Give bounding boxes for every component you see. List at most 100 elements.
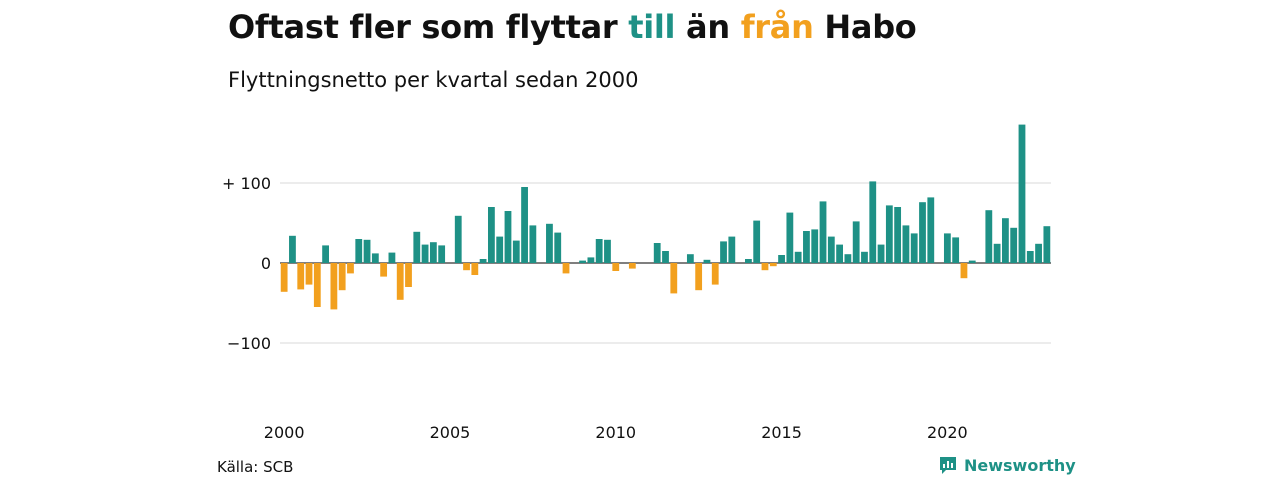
bar: [952, 237, 960, 263]
bar: [769, 263, 777, 267]
bar: [1035, 243, 1042, 263]
bar: [786, 212, 794, 263]
bar: [836, 244, 843, 263]
bar: [413, 231, 421, 263]
bar: [1010, 227, 1018, 263]
bar: [670, 263, 678, 294]
bar: [562, 263, 570, 274]
bar: [479, 259, 487, 263]
bar: [380, 263, 388, 277]
bar: [405, 263, 412, 287]
bar: [628, 263, 636, 269]
bar: [504, 211, 512, 263]
bar: [454, 215, 462, 263]
bar: [347, 263, 354, 274]
bar: [355, 239, 363, 263]
y-axis-ticks: + 100 0 −100: [222, 174, 271, 353]
bar: [1043, 226, 1051, 263]
x-axis-ticks: 2000 2005 2010 2015 2020: [264, 423, 968, 442]
bar: [968, 260, 976, 263]
x-tick-label: 2020: [927, 423, 968, 442]
bar: [488, 207, 495, 263]
x-tick-label: 2015: [761, 423, 802, 442]
bar: [338, 263, 346, 291]
bar: [546, 223, 553, 263]
bar: [844, 254, 852, 263]
bar: [388, 252, 396, 263]
bar: [703, 259, 711, 263]
bar: [554, 232, 562, 263]
bar: [496, 236, 504, 263]
bar: [919, 202, 926, 263]
bar: [877, 244, 885, 263]
bar: [612, 263, 620, 271]
bar: [720, 241, 727, 263]
bar: [371, 253, 379, 263]
bar: [471, 263, 479, 275]
bar: [894, 207, 902, 263]
bar: [429, 242, 437, 263]
bar: [811, 229, 819, 263]
bar: [421, 244, 429, 263]
bar: [819, 201, 827, 263]
bar: [595, 239, 603, 263]
bar: [289, 235, 296, 263]
bar: [529, 225, 537, 263]
bar: [579, 260, 586, 263]
bar: [695, 263, 703, 291]
chart-subtitle: Flyttningsnetto per kvartal sedan 2000: [228, 68, 639, 92]
bar: [1002, 218, 1009, 263]
bar: [794, 251, 802, 263]
bar: [653, 243, 661, 263]
source-note: Källa: SCB: [217, 458, 294, 476]
bar: [1018, 124, 1026, 263]
bar: [330, 263, 338, 310]
title-word-fran: från: [740, 8, 814, 46]
bar-layer: [280, 124, 1051, 310]
x-tick-label: 2000: [264, 423, 305, 442]
brand-name: Newsworthy: [964, 455, 1076, 475]
bar: [463, 263, 470, 271]
title-part-2: än: [675, 8, 741, 46]
bar: [305, 263, 313, 285]
bar: [927, 197, 935, 263]
bar: [711, 263, 719, 285]
bar: [297, 263, 305, 290]
bar: [1026, 251, 1034, 263]
bar: [686, 254, 694, 263]
bar: [728, 236, 736, 263]
y-tick-label: 0: [261, 254, 271, 273]
bar: [960, 263, 968, 279]
chart-title: Oftast fler som flyttar till än från Hab…: [228, 8, 917, 46]
chart-bubble-icon: [940, 457, 956, 474]
bar: [604, 239, 611, 263]
bar: [313, 263, 321, 307]
bar: [827, 236, 835, 263]
y-tick-label: + 100: [222, 174, 271, 193]
bar: [322, 245, 329, 263]
bar: [943, 233, 951, 263]
y-tick-label: −100: [227, 334, 271, 353]
bar: [512, 240, 520, 263]
bar: [438, 245, 446, 263]
bar: [993, 243, 1001, 263]
bar: [761, 263, 769, 271]
title-part-1: Oftast fler som flyttar: [228, 8, 629, 46]
bar: [521, 187, 528, 263]
bar: [803, 231, 810, 263]
bar: [861, 251, 868, 263]
newsworthy-logo: Newsworthy: [938, 455, 1076, 475]
x-tick-label: 2005: [430, 423, 471, 442]
bar: [902, 225, 910, 263]
bar: [363, 239, 371, 263]
bar: [910, 233, 918, 263]
bar: [753, 220, 761, 263]
bar: [280, 263, 288, 292]
bar: [869, 181, 877, 263]
title-part-3: Habo: [813, 8, 917, 46]
title-word-till: till: [628, 8, 676, 46]
x-tick-label: 2010: [595, 423, 636, 442]
bar: [745, 259, 752, 263]
bar: [885, 205, 893, 263]
